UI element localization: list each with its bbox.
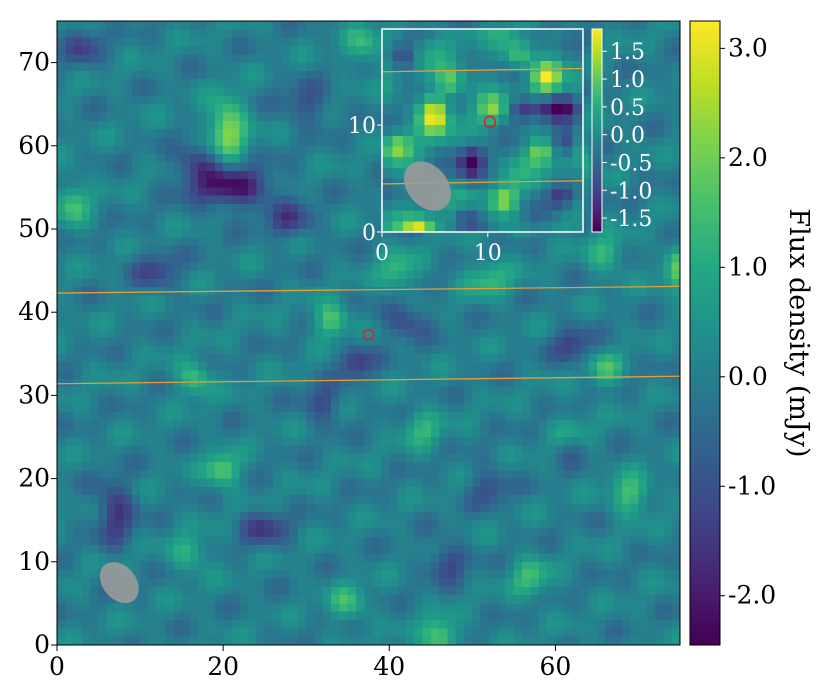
inset-colorbar-ticks: -1.5 -1.0 -0.50.0 0.5 1.0 1.5	[602, 40, 652, 232]
inset-overlays	[381, 67, 584, 211]
colorbar-tick-label: -0.5	[610, 151, 652, 176]
main-overlays	[56, 285, 681, 604]
colorbar-tick-label: -1.0	[728, 471, 776, 500]
main-frame	[56, 20, 681, 646]
y-tick-label: 30	[18, 380, 50, 409]
beam-ellipse	[99, 562, 139, 604]
colorbar-label: Flux density (mJy)	[783, 208, 814, 457]
y-tick-label: 60	[18, 131, 50, 160]
colorbar-tick-label: -2.0	[728, 581, 776, 610]
y-tick-label: 70	[18, 48, 50, 77]
main-y-axis: 0 10 20 30 40 50 60 70	[18, 48, 57, 659]
x-tick-label: 0	[49, 652, 65, 681]
y-tick-label: 20	[18, 464, 50, 493]
inset-panel: 0 10 0 10	[348, 28, 584, 266]
guide-line-2	[56, 375, 681, 385]
main-colorbar-ticks: -2.0 -1.0 0.0 1.0 2.0 3.0	[720, 33, 776, 610]
colorbar-tick-label: -1.5	[610, 207, 652, 232]
inset-frame	[381, 28, 584, 233]
colorbar-tick-label: 0.0	[610, 124, 645, 149]
beam-ellipse	[404, 161, 451, 211]
colorbar-tick-label: 2.0	[728, 143, 768, 172]
y-tick-label: 40	[18, 297, 50, 326]
colorbar-tick-label: 1.0	[610, 68, 645, 93]
colorbar-tick-label: 3.0	[728, 33, 768, 62]
x-tick-label: 60	[539, 652, 571, 681]
y-tick-label: 0	[34, 630, 50, 659]
y-tick-label: 50	[18, 214, 50, 243]
guide-line-1	[381, 67, 584, 73]
x-tick-label: 0	[375, 241, 389, 266]
colorbar-tick-label: 1.0	[728, 252, 768, 281]
colorbar-tick-label: 0.5	[610, 96, 645, 121]
inset-colorbar-image	[592, 29, 602, 232]
inset-colorbar: -1.5 -1.0 -0.50.0 0.5 1.0 1.5	[591, 28, 652, 233]
colorbar-tick-label: 1.5	[610, 40, 645, 65]
main-colorbar-image	[690, 21, 720, 645]
inset-x-axis: 0 10	[375, 232, 502, 266]
main-colorbar: -2.0 -1.0 0.0 1.0 2.0 3.0 Flux density (mJy)	[689, 20, 814, 646]
x-tick-label: 10	[474, 241, 502, 266]
guide-line-1	[56, 285, 681, 294]
colorbar-tick-label: -1.0	[610, 179, 652, 204]
inset-heatmap-image	[382, 29, 583, 232]
y-tick-label: 10	[348, 114, 376, 139]
main-x-axis: 0 20 40 60	[49, 645, 571, 681]
inset-y-axis: 0 10	[348, 114, 382, 246]
x-tick-label: 40	[373, 652, 405, 681]
y-tick-label: 0	[362, 221, 376, 246]
source-marker	[483, 115, 497, 129]
colorbar-tick-label: 0.0	[728, 362, 768, 391]
y-tick-label: 10	[18, 547, 50, 576]
x-tick-label: 20	[207, 652, 239, 681]
source-marker	[362, 328, 375, 341]
